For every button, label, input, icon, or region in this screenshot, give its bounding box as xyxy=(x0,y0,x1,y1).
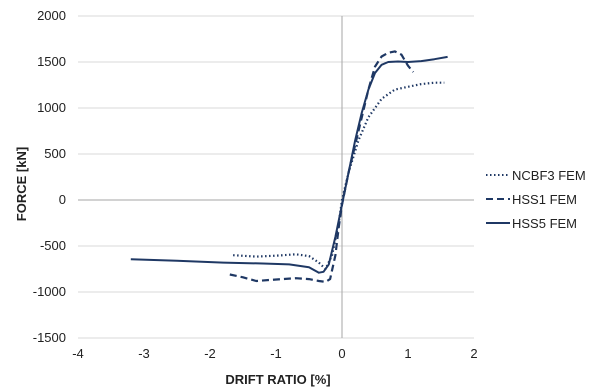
y-tick-label: 2000 xyxy=(37,8,66,23)
series-line-ncbf3-fem xyxy=(233,81,445,271)
y-tick-label: 500 xyxy=(44,146,66,161)
legend-label: HSS5 FEM xyxy=(512,216,577,231)
x-axis-label: DRIFT RATIO [%] xyxy=(225,372,330,387)
x-tick-label: -1 xyxy=(270,346,282,361)
y-tick-label: 1500 xyxy=(37,54,66,69)
grid-lines xyxy=(78,15,474,339)
x-tick-label: -4 xyxy=(72,346,84,361)
y-tick-label: -1000 xyxy=(33,284,66,299)
x-tick-label: 0 xyxy=(338,346,345,361)
y-tick-label: 0 xyxy=(59,192,66,207)
legend-label: HSS1 FEM xyxy=(512,192,577,207)
legend: NCBF3 FEM HSS1 FEM HSS5 FEM xyxy=(486,168,586,231)
series-line-hss5-fem xyxy=(130,55,448,274)
y-tick-labels: -1500 -1000 -500 0 500 1000 1500 2000 xyxy=(33,8,66,345)
axes xyxy=(78,16,474,338)
legend-label: NCBF3 FEM xyxy=(512,168,586,183)
series-lines xyxy=(130,50,448,283)
y-tick-label: 1000 xyxy=(37,100,66,115)
series-line-hss1-fem xyxy=(229,50,415,283)
x-tick-label: 2 xyxy=(470,346,477,361)
x-tick-label: 1 xyxy=(404,346,411,361)
y-tick-label: -1500 xyxy=(33,330,66,345)
x-tick-label: -2 xyxy=(204,346,216,361)
y-axis-label: FORCE [kN] xyxy=(14,147,29,221)
x-tick-label: -3 xyxy=(138,346,150,361)
x-tick-labels: -4 -3 -2 -1 0 1 2 xyxy=(72,346,477,361)
y-tick-label: -500 xyxy=(40,238,66,253)
